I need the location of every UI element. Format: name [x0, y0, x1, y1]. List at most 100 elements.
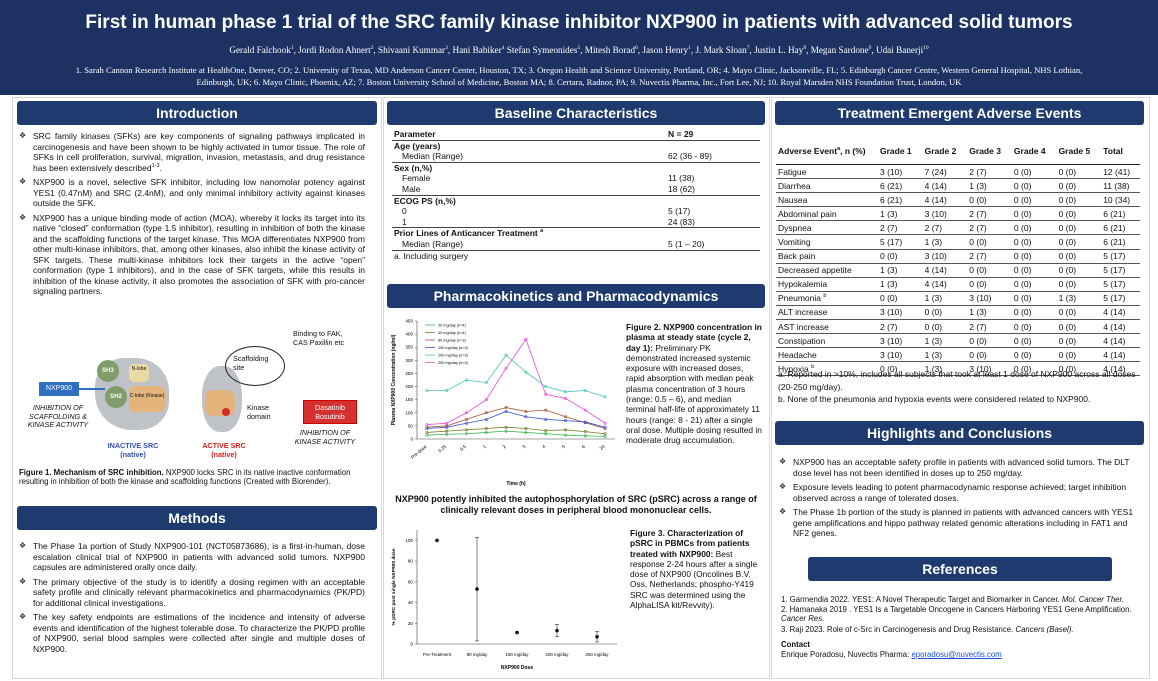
text-run: Exposure levels leading to potent pharma…	[793, 482, 1127, 503]
ae-name: Fatigue	[776, 164, 878, 180]
footnote: a. Including surgery	[392, 249, 760, 262]
text-run: , n (%)	[840, 146, 866, 156]
row: Nausea 6 (21) 4 (14) 0 (0) 0 (0) 0 (0) 10 (34)	[776, 192, 1140, 208]
point	[564, 396, 568, 400]
title: First in human phase 1 trial of the SRC …	[85, 12, 1073, 33]
ae-value: 0 (0)	[1056, 347, 1102, 363]
section-header: Methods	[17, 506, 377, 530]
ae-name: Hypokalemia	[776, 277, 878, 292]
ae-value: 0 (0)	[878, 249, 923, 264]
y-tick-label: 60	[408, 579, 414, 584]
text-run: NXP900 is a novel, selective SFK inhibit…	[33, 177, 365, 208]
figure-1: SH3 SH2 N-lobe C-lobe (Kinase) NXP900 IN…	[17, 328, 377, 466]
ae-value: 2 (7)	[967, 164, 1012, 180]
point	[504, 425, 508, 429]
ae-value: 0 (0)	[1056, 206, 1102, 222]
text-run: Stefan Symeonides	[504, 45, 578, 55]
header-cell: Grade 5	[1056, 138, 1102, 165]
reference: 3. Raji 2023. Role of c-Src in Carcinoge…	[781, 625, 1141, 634]
reference: 2. Hamanaka 2019 . YES1 Is a Targetable …	[781, 605, 1141, 623]
ae-value: 5 (17)	[1101, 263, 1140, 278]
legend-label: 150 mg/day (n=3)	[438, 346, 469, 350]
text-run: , J. Mark Sloan	[690, 45, 747, 55]
group-name: ECOG PS (n,%)	[392, 194, 760, 207]
ae-value: 1 (3)	[1056, 291, 1102, 306]
intro-bullets: SRC family kinases (SFKs) are key compon…	[19, 131, 365, 301]
ae-value: 0 (0)	[1056, 305, 1102, 321]
text-run: 1	[290, 44, 294, 51]
ae-value: 11 (38)	[1101, 178, 1140, 194]
point	[475, 587, 479, 591]
y-tick-label: 250	[405, 371, 413, 376]
x-tick-label: 80 mg/day	[467, 652, 488, 657]
ae-value: 5 (17)	[878, 234, 923, 250]
ae-value: 5 (17)	[1101, 277, 1140, 292]
ae-value: 3 (10)	[967, 361, 1012, 377]
ae-value: 6 (21)	[878, 192, 923, 208]
row: Back pain 0 (0) 3 (10) 2 (7) 0 (0) 0 (0) 5 (17…	[776, 249, 1140, 264]
point	[445, 429, 449, 433]
row: Headache 3 (10) 1 (3) 0 (0) 0 (0) 0 (0) 4 (14)	[776, 347, 1140, 363]
point	[524, 430, 528, 434]
ae-value: 3 (10)	[878, 164, 923, 180]
point	[603, 425, 607, 429]
ae-value: 0 (0)	[1056, 319, 1102, 335]
sh2: SH2	[105, 386, 127, 408]
text-run: 1-3	[151, 162, 160, 169]
row-value: 62 (36 - 89)	[668, 151, 712, 162]
legend-label: 40 mg/day (n=4)	[438, 331, 466, 335]
ae-value: 2 (7)	[967, 319, 1012, 335]
y-axis-label: Plasma NXP900 Concentration (ng/ml)	[391, 334, 397, 425]
text-run: Preliminary PK demonstrated increased sy…	[626, 342, 762, 446]
ae-value: 1 (3)	[922, 333, 968, 349]
y-tick-label: 50	[408, 423, 414, 428]
group-row: Sex (n,%)	[392, 161, 760, 174]
x-tick-label: 6	[581, 444, 587, 450]
ae-value: 0 (0)	[1011, 164, 1057, 180]
group-row: Prior Lines of Anticancer Treatment a	[392, 227, 760, 239]
text-run: , Shivaani Kummar	[373, 45, 446, 55]
x-tick-label: 3	[521, 444, 527, 450]
text-run: , Jordi Rodon Ahnert	[293, 45, 371, 55]
header-cell: N = 29	[666, 129, 760, 141]
x-tick-label: 200 mg/day	[546, 652, 570, 657]
text-run: 9	[868, 44, 872, 51]
binding-label: Binding to FAK, CAS Paxillin etc	[293, 329, 345, 347]
ae-value: 4 (14)	[922, 277, 968, 292]
ae-value: 0 (0)	[878, 291, 923, 306]
text-run: 7	[746, 44, 750, 51]
ae-value: 2 (7)	[967, 206, 1012, 222]
ae-label: Constipation	[778, 335, 826, 346]
ae-label: Back pain	[778, 251, 816, 262]
ae-value: 0 (0)	[1056, 277, 1102, 292]
ae-value: 0 (0)	[1011, 347, 1057, 363]
ae-value: 3 (10)	[922, 206, 968, 222]
email-link[interactable]: eporadosu@nuvectis.com	[911, 650, 1002, 659]
ae-name: Vomiting	[776, 234, 878, 250]
text-run: , Jason Henry	[637, 45, 689, 55]
ae-label: Diarrhea	[778, 180, 811, 191]
x-tick-label: 250 mg/day	[586, 652, 610, 657]
text-run: Enrique Poradosu, Nuvectis Pharma:	[781, 650, 912, 659]
text-run: 10	[923, 44, 929, 51]
x-tick-label: Pre-dose	[410, 444, 428, 460]
ae-value: 0 (0)	[1011, 333, 1057, 349]
ae-value: 10 (34)	[1101, 192, 1140, 208]
point	[524, 415, 528, 419]
group-name: Age (years)	[392, 139, 760, 152]
text-run: 4	[501, 44, 505, 51]
group-label: ECOG PS (n,%)	[394, 195, 456, 206]
ae-value: 1 (3)	[878, 263, 923, 278]
row-label: 1	[402, 216, 407, 227]
ae-value: 0 (0)	[967, 192, 1012, 208]
bullet: NXP900 has an acceptable safety profile …	[779, 457, 1137, 478]
ae-value: 0 (0)	[1011, 361, 1057, 377]
x-tick-label: 0.25	[437, 444, 447, 454]
text-run: 8	[803, 44, 807, 51]
ae-name: ALT increase	[776, 305, 878, 321]
active-label: ACTIVE SRC (native)	[202, 441, 246, 459]
ae-value: 3 (10)	[967, 291, 1012, 306]
ae-value: 3 (10)	[878, 347, 923, 363]
